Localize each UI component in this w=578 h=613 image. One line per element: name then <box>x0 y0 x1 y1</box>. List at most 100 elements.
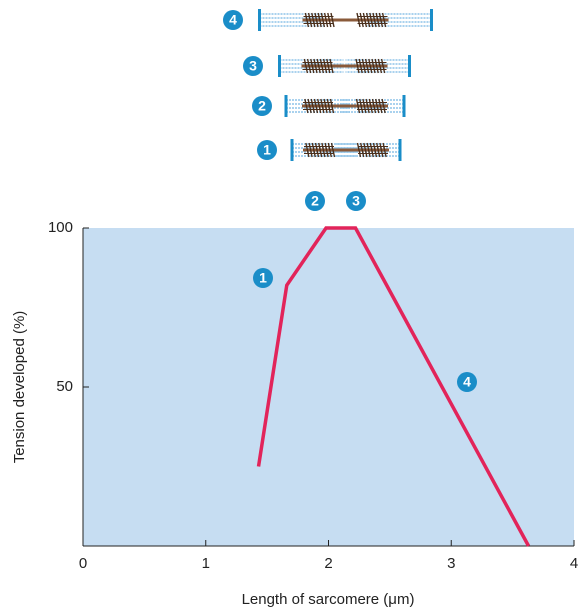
myosin-head <box>372 12 377 28</box>
myosin-head <box>379 142 384 158</box>
myosin-head <box>329 58 334 74</box>
curve-badge-text: 4 <box>463 374 471 390</box>
myosin-head <box>376 142 381 158</box>
myosin-head <box>375 12 380 28</box>
myosin-head <box>356 12 361 28</box>
myosin-head <box>359 98 364 114</box>
myosin-head <box>378 98 383 114</box>
myosin-head <box>330 12 335 28</box>
myosin-head <box>381 98 386 114</box>
z-line <box>402 95 406 117</box>
z-line <box>408 55 411 77</box>
y-tick-label: 50 <box>56 378 73 395</box>
x-tick-label: 3 <box>447 555 455 572</box>
myosin-head <box>365 98 370 114</box>
diagram-badge <box>243 56 263 76</box>
sarcomere <box>278 55 411 77</box>
x-tick-label: 0 <box>79 555 87 572</box>
myosin-head <box>304 98 309 114</box>
sarcomere <box>258 9 433 31</box>
z-line <box>430 9 433 31</box>
myosin-head <box>306 58 312 74</box>
curve-badge <box>457 372 477 392</box>
diagram-badge <box>252 96 272 116</box>
myosin-head <box>361 58 367 74</box>
diagram-badge-text: 3 <box>249 58 257 74</box>
y-axis-label: Tension developed (%) <box>11 311 28 464</box>
myosin-head <box>327 12 332 28</box>
sarcomere <box>290 139 402 161</box>
myosin-head <box>371 58 376 74</box>
x-tick-label: 2 <box>324 555 332 572</box>
myosin-head <box>318 142 323 158</box>
myosin-head <box>362 12 368 28</box>
myosin-head <box>317 98 322 114</box>
myosin-head <box>311 12 316 28</box>
myosin-head <box>320 12 326 28</box>
myosin-head <box>308 142 313 158</box>
myosin-head <box>368 58 373 74</box>
diagram-badge <box>223 10 243 30</box>
myosin-head <box>326 98 331 114</box>
myosin-head <box>375 98 380 114</box>
myosin-head <box>371 98 377 114</box>
plot-area <box>83 228 574 546</box>
curve-badge <box>253 268 273 288</box>
myosin-head <box>304 12 310 28</box>
diagram-badge-text: 1 <box>263 142 271 158</box>
myosin-head <box>356 142 362 158</box>
myosin-head <box>364 58 370 74</box>
myosin-head <box>381 12 387 28</box>
myosin-head <box>316 58 321 74</box>
myosin-head <box>327 142 332 158</box>
myosin-head <box>313 58 318 74</box>
curve-badge-text: 1 <box>259 270 267 286</box>
myosin-head <box>324 142 329 158</box>
myosin-head <box>366 142 371 158</box>
myosin-head <box>355 58 360 74</box>
myosin-head <box>369 142 374 158</box>
z-line <box>278 55 281 77</box>
myosin <box>303 148 389 152</box>
myosin-head <box>321 142 326 158</box>
z-line <box>258 9 261 31</box>
myosin-head <box>329 98 335 114</box>
sarcomere <box>284 95 406 117</box>
myosin-head <box>369 12 374 28</box>
myosin-head <box>313 98 319 114</box>
diagram-badge-text: 2 <box>258 98 266 114</box>
myosin-head <box>372 142 378 158</box>
myosin-head <box>314 142 320 158</box>
myosin-head <box>303 58 309 74</box>
diagram-badge <box>257 140 277 160</box>
myosin-head <box>378 12 384 28</box>
myosin-head <box>310 58 315 74</box>
myosin-head <box>359 12 364 28</box>
myosin-head <box>322 58 328 74</box>
curve-badge <box>346 191 366 211</box>
myosin <box>302 104 388 108</box>
x-axis-label: Length of sarcomere (μm) <box>242 591 415 608</box>
myosin-head <box>380 58 386 74</box>
myosin-head <box>323 12 329 28</box>
myosin-head <box>317 12 322 28</box>
myosin-head <box>311 142 316 158</box>
z-line <box>284 95 288 117</box>
myosin-head <box>368 98 373 114</box>
myosin-head <box>382 142 387 158</box>
z-line <box>290 139 294 161</box>
myosin-head <box>355 98 361 114</box>
y-tick-label: 100 <box>48 219 73 236</box>
myosin-head <box>314 12 319 28</box>
myosin-head <box>305 142 310 158</box>
curve-badge <box>305 191 325 211</box>
curve-badge-text: 2 <box>311 193 319 209</box>
myosin-head <box>310 98 315 114</box>
myosin <box>302 18 389 22</box>
myosin-head <box>363 142 368 158</box>
x-tick-label: 1 <box>202 555 210 572</box>
myosin-head <box>358 58 363 74</box>
myosin-head <box>307 12 313 28</box>
diagram-badge-text: 4 <box>229 12 237 28</box>
